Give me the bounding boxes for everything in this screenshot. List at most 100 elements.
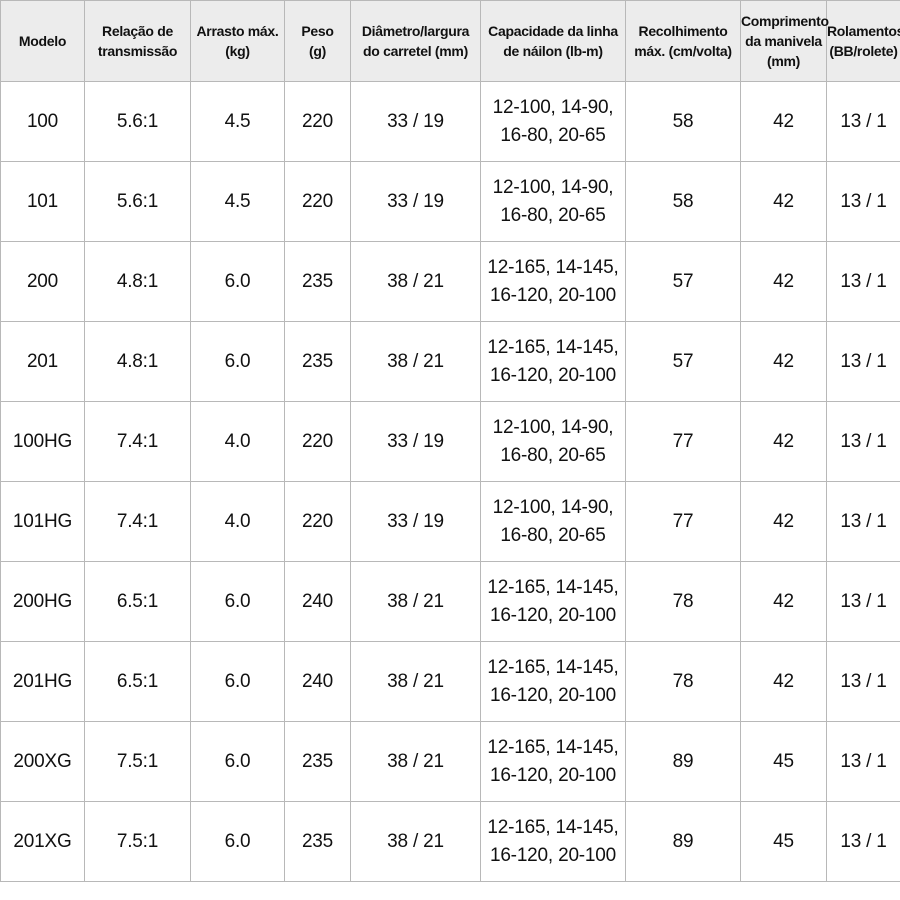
table-cell: 220 xyxy=(284,481,351,562)
table-cell: 4.0 xyxy=(190,481,285,562)
cell-line: 235 xyxy=(301,750,334,772)
cell-line: 77 xyxy=(672,430,694,452)
table-row: 200 4.8:1 6.0 235 38 / 21 12-165, 14-145, 16-1… xyxy=(0,241,900,322)
cell-line: 45 xyxy=(773,750,794,772)
cell-line: 201XG xyxy=(13,830,72,852)
cell-line: 13 / 1 xyxy=(840,510,887,532)
cell-line: 12-165, 14-145, xyxy=(487,736,619,758)
table-cell: 42 xyxy=(740,641,827,722)
header-cell: Peso (g) xyxy=(284,0,351,82)
cell-line: 38 / 21 xyxy=(387,270,444,292)
cell-line: 78 xyxy=(672,670,694,692)
table-cell: 6.5:1 xyxy=(84,561,191,642)
cell-line: 12-100, 14-90, xyxy=(492,496,614,518)
table-row: 100HG 7.4:1 4.0 220 33 / 19 12-100, 14-90, 16-… xyxy=(0,401,900,482)
table-cell: 100 xyxy=(0,81,85,162)
table-cell: 12-165, 14-145, 16-120, 20-100 xyxy=(480,801,626,882)
cell-line: 235 xyxy=(301,270,334,292)
cell-line: Rolamentos xyxy=(827,23,900,39)
cell-line: 235 xyxy=(301,350,334,372)
cell-line: 235 xyxy=(301,830,334,852)
table-cell: 58 xyxy=(625,81,741,162)
cell-line: 16-80, 20-65 xyxy=(500,524,606,546)
cell-line: 101HG xyxy=(12,510,73,532)
cell-line: 16-120, 20-100 xyxy=(489,684,617,706)
table-cell: 13 / 1 xyxy=(826,721,900,802)
table-row: 201XG 7.5:1 6.0 235 38 / 21 12-165, 14-145, 16… xyxy=(0,801,900,882)
cell-line: Capacidade da linha xyxy=(488,23,618,39)
header-cell: Rolamentos (BB/rolete) xyxy=(826,0,900,82)
cell-line: 16-120, 20-100 xyxy=(489,284,617,306)
table-cell: 38 / 21 xyxy=(350,321,481,402)
cell-line: (g) xyxy=(309,43,326,59)
table-cell: 13 / 1 xyxy=(826,801,900,882)
table-cell: 12-100, 14-90, 16-80, 20-65 xyxy=(480,161,626,242)
cell-line: 16-80, 20-65 xyxy=(500,204,606,226)
table-cell: 201 xyxy=(0,321,85,402)
cell-line: 13 / 1 xyxy=(840,190,887,212)
cell-line: 4.5 xyxy=(224,190,251,212)
cell-line: 42 xyxy=(773,110,794,132)
cell-line: 6.0 xyxy=(224,670,251,692)
cell-line: 78 xyxy=(672,590,694,612)
table-cell: 89 xyxy=(625,721,741,802)
cell-line: 240 xyxy=(301,670,334,692)
cell-line: 12-165, 14-145, xyxy=(487,336,619,358)
cell-line: 42 xyxy=(773,350,794,372)
table-row: 101HG 7.4:1 4.0 220 33 / 19 12-100, 14-90, 16-… xyxy=(0,481,900,562)
table-cell: 5.6:1 xyxy=(84,161,191,242)
cell-line: 7.5:1 xyxy=(116,830,159,852)
table-cell: 38 / 21 xyxy=(350,641,481,722)
cell-line: 6.0 xyxy=(224,830,251,852)
cell-line: 16-120, 20-100 xyxy=(489,844,617,866)
table-cell: 7.4:1 xyxy=(84,401,191,482)
cell-line: 13 / 1 xyxy=(840,750,887,772)
table-cell: 42 xyxy=(740,321,827,402)
header-cell: Modelo xyxy=(0,0,85,82)
cell-line: 201 xyxy=(26,350,59,372)
cell-line: 240 xyxy=(301,590,334,612)
cell-line: 38 / 21 xyxy=(387,590,444,612)
cell-line: 42 xyxy=(773,270,794,292)
cell-line: 12-165, 14-145, xyxy=(487,256,619,278)
cell-line: 58 xyxy=(672,190,694,212)
table-row: 100 5.6:1 4.5 220 33 / 19 12-100, 14-90, 16-80… xyxy=(0,81,900,162)
table-cell: 201XG xyxy=(0,801,85,882)
table-cell: 89 xyxy=(625,801,741,882)
table-cell: 13 / 1 xyxy=(826,401,900,482)
cell-line: 16-80, 20-65 xyxy=(500,124,606,146)
table-cell: 38 / 21 xyxy=(350,801,481,882)
table-row: 201 4.8:1 6.0 235 38 / 21 12-165, 14-145, 16-1… xyxy=(0,321,900,402)
cell-line: 12-100, 14-90, xyxy=(492,416,614,438)
header-row: Modelo Relação de transmissão Arrasto máx. (… xyxy=(0,0,900,82)
cell-line: 6.0 xyxy=(224,270,251,292)
table-cell: 200HG xyxy=(0,561,85,642)
table-cell: 13 / 1 xyxy=(826,561,900,642)
cell-line: 100 xyxy=(26,110,59,132)
table-cell: 6.5:1 xyxy=(84,641,191,722)
cell-line: 6.5:1 xyxy=(116,590,159,612)
table-cell: 200XG xyxy=(0,721,85,802)
cell-line: 6.0 xyxy=(224,350,251,372)
table-cell: 4.8:1 xyxy=(84,321,191,402)
cell-line: 4.0 xyxy=(224,510,251,532)
table-cell: 12-100, 14-90, 16-80, 20-65 xyxy=(480,481,626,562)
cell-line: 4.5 xyxy=(224,110,251,132)
table-cell: 38 / 21 xyxy=(350,721,481,802)
table-cell: 4.8:1 xyxy=(84,241,191,322)
cell-line: 4.8:1 xyxy=(116,350,159,372)
table-cell: 220 xyxy=(284,161,351,242)
cell-line: 100HG xyxy=(12,430,73,452)
cell-line: 200HG xyxy=(12,590,73,612)
cell-line: (kg) xyxy=(225,43,250,59)
cell-line: (BB/rolete) xyxy=(829,43,898,59)
table-cell: 33 / 19 xyxy=(350,481,481,562)
table-cell: 42 xyxy=(740,241,827,322)
table-row: 101 5.6:1 4.5 220 33 / 19 12-100, 14-90, 16-80… xyxy=(0,161,900,242)
cell-line: Diâmetro/largura xyxy=(361,23,470,39)
cell-line: Recolhimento xyxy=(638,23,728,39)
cell-line: 7.5:1 xyxy=(116,750,159,772)
table-cell: 38 / 21 xyxy=(350,561,481,642)
table-cell: 12-100, 14-90, 16-80, 20-65 xyxy=(480,401,626,482)
